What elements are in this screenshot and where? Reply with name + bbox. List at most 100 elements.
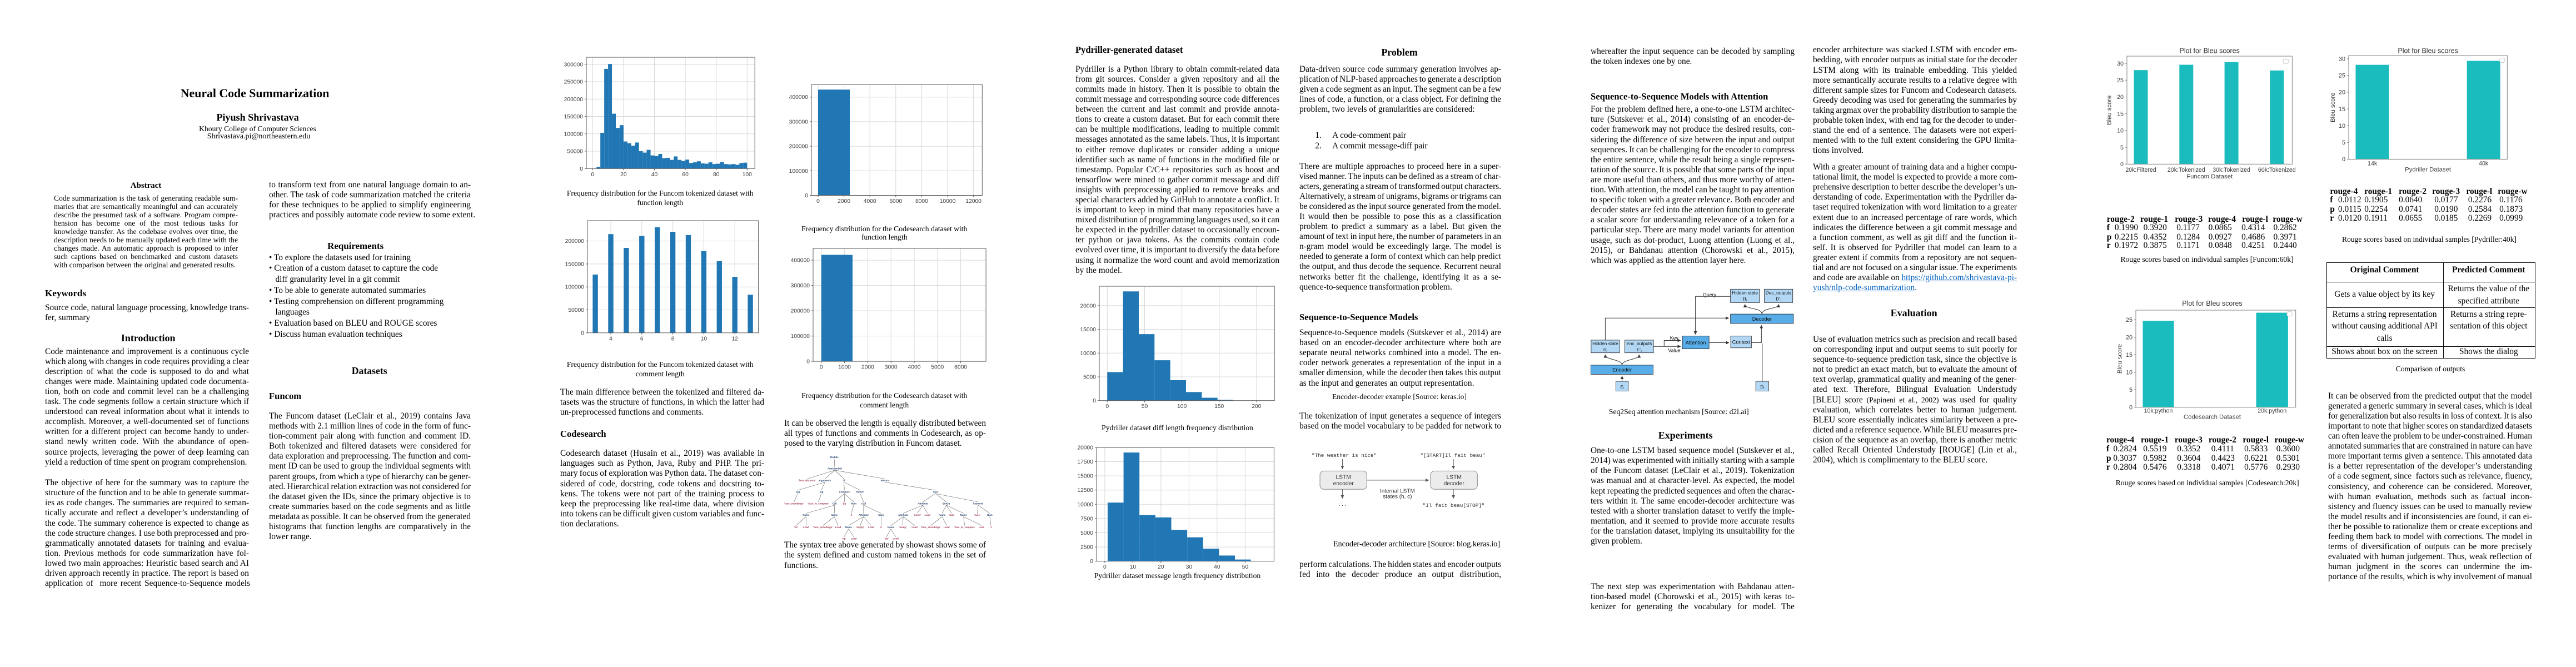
- svg-text:E’t: E’t: [1637, 347, 1642, 353]
- svg-text:Load: Load: [944, 526, 950, 529]
- svg-text:50000: 50000: [568, 307, 584, 313]
- svg-text:100: 100: [743, 172, 752, 178]
- svg-text:Dt: Dt: [1760, 384, 1765, 390]
- svg-text:Plot for Bleu scores: Plot for Bleu scores: [2179, 47, 2239, 55]
- svg-text:Dec_outputs: Dec_outputs: [1766, 290, 1792, 296]
- svg-text:1000: 1000: [838, 364, 851, 370]
- svg-text:'face_encodings': 'face_encodings': [813, 526, 833, 529]
- svg-text:20: 20: [2339, 89, 2345, 96]
- svg-text:Bleu score: Bleu score: [2116, 344, 2123, 374]
- svg-text:Ht: Ht: [1743, 297, 1747, 302]
- svg-text:20k:python: 20k:python: [2258, 407, 2286, 414]
- svg-text:7500: 7500: [1080, 516, 1093, 522]
- svg-text:Load: Load: [868, 526, 874, 529]
- svg-text:Et: Et: [1620, 384, 1624, 390]
- svg-text:Key: Key: [1670, 335, 1679, 341]
- svg-text:Hidden state: Hidden state: [1592, 341, 1618, 346]
- svg-text:10k:python: 10k:python: [2144, 407, 2173, 414]
- svg-text:Plot for Bleu scores: Plot for Bleu scores: [2182, 300, 2242, 307]
- svg-text:Num: Num: [987, 514, 993, 516]
- svg-text:300000: 300000: [790, 283, 810, 289]
- svg-text:Name: Name: [803, 514, 810, 516]
- svg-text:'np': 'np': [842, 537, 846, 540]
- svg-text:Codesearch Dataset: Codesearch Dataset: [2184, 414, 2241, 420]
- svg-text:150000: 150000: [565, 261, 584, 267]
- svg-text:2500: 2500: [1080, 544, 1093, 550]
- svg-text:40: 40: [1214, 564, 1220, 570]
- svg-text:100: 100: [1177, 404, 1187, 410]
- svg-text:"The weather is nice": "The weather is nice": [1312, 452, 1377, 459]
- svg-text:0: 0: [580, 166, 583, 172]
- svg-text:keyword: keyword: [973, 502, 983, 505]
- svg-text:10000: 10000: [1080, 351, 1097, 357]
- svg-text:Num: Num: [878, 514, 884, 516]
- svg-text:80: 80: [713, 172, 720, 178]
- svg-text:Compare: Compare: [839, 491, 850, 494]
- svg-text:6000: 6000: [889, 198, 902, 205]
- svg-text:30: 30: [2117, 61, 2124, 67]
- svg-text:0: 0: [806, 359, 810, 365]
- svg-text:Attribute: Attribute: [859, 514, 869, 516]
- svg-text:100000: 100000: [789, 168, 808, 175]
- svg-text:4000: 4000: [863, 198, 876, 205]
- svg-text:Encoder: Encoder: [1612, 367, 1632, 373]
- svg-text:Pydriller Dataset: Pydriller Dataset: [2405, 167, 2452, 173]
- svg-text:LSTM: LSTM: [1336, 475, 1351, 481]
- svg-text:Load: Load: [851, 537, 857, 540]
- svg-text:20: 20: [620, 172, 627, 178]
- svg-text:0: 0: [1090, 559, 1094, 565]
- svg-text:'face_encodings': 'face_encodings': [921, 526, 940, 529]
- svg-text:Name: Name: [831, 514, 838, 516]
- svg-text:"[START]Il fait beau": "[START]Il fait beau": [1420, 452, 1485, 459]
- svg-text:400000: 400000: [789, 94, 808, 101]
- svg-text:Call: Call: [861, 502, 866, 505]
- svg-text:4000: 4000: [908, 364, 920, 370]
- svg-text:Context: Context: [1732, 340, 1750, 345]
- svg-text:10000: 10000: [939, 198, 955, 205]
- svg-text:50: 50: [1142, 404, 1148, 410]
- svg-text:25: 25: [2117, 77, 2124, 84]
- svg-text:200: 200: [1252, 404, 1262, 410]
- svg-text:150: 150: [1214, 404, 1224, 410]
- svg-text:5: 5: [2129, 387, 2132, 394]
- svg-text:100000: 100000: [790, 334, 810, 340]
- svg-text:20: 20: [1158, 564, 1164, 570]
- svg-text:6: 6: [640, 336, 644, 342]
- svg-text:Load: Load: [893, 537, 899, 540]
- svg-text:Return: Return: [856, 491, 864, 494]
- svg-text:'linalg': 'linalg': [899, 526, 906, 529]
- svg-text:10: 10: [2339, 123, 2345, 130]
- svg-text:Enc_outputs: Enc_outputs: [1626, 341, 1652, 346]
- svg-text:Name: Name: [960, 514, 968, 516]
- svg-text:Attribute: Attribute: [898, 514, 909, 516]
- svg-text:0: 0: [851, 514, 853, 516]
- svg-text:Load: Load: [979, 526, 985, 529]
- svg-text:Decoder: Decoder: [1752, 316, 1772, 322]
- svg-text:300000: 300000: [564, 62, 584, 68]
- svg-text:200000: 200000: [564, 97, 584, 103]
- svg-text:0: 0: [816, 198, 820, 205]
- svg-text:arguments: arguments: [819, 479, 831, 482]
- svg-text:Bleu score: Bleu score: [2330, 93, 2336, 122]
- svg-text:200000: 200000: [790, 308, 810, 314]
- svg-text:Load: Load: [924, 514, 930, 516]
- svg-text:Query: Query: [1703, 292, 1717, 298]
- svg-text:0: 0: [2342, 156, 2345, 163]
- svg-text:0: 0: [805, 193, 808, 199]
- svg-text:25: 25: [2339, 73, 2345, 79]
- svg-text:'face_distance': 'face_distance': [798, 479, 815, 482]
- svg-text:Hidden state: Hidden state: [1732, 290, 1758, 296]
- svg-text:Name: Name: [888, 526, 895, 529]
- svg-text:Name: Name: [845, 526, 853, 529]
- svg-text:encoder: encoder: [1333, 481, 1354, 487]
- svg-text:12000: 12000: [965, 198, 981, 205]
- svg-text:0: 0: [880, 526, 882, 529]
- svg-text:6000: 6000: [954, 364, 967, 370]
- svg-text:Plot for Bleu scores: Plot for Bleu scores: [2398, 47, 2458, 54]
- svg-text:8000: 8000: [915, 198, 928, 205]
- svg-text:50: 50: [1242, 564, 1249, 570]
- svg-text:15000: 15000: [1080, 327, 1097, 333]
- svg-text:FunctionDef: FunctionDef: [828, 467, 842, 470]
- svg-text:3000: 3000: [884, 364, 897, 370]
- svg-text:0: 0: [2129, 404, 2132, 411]
